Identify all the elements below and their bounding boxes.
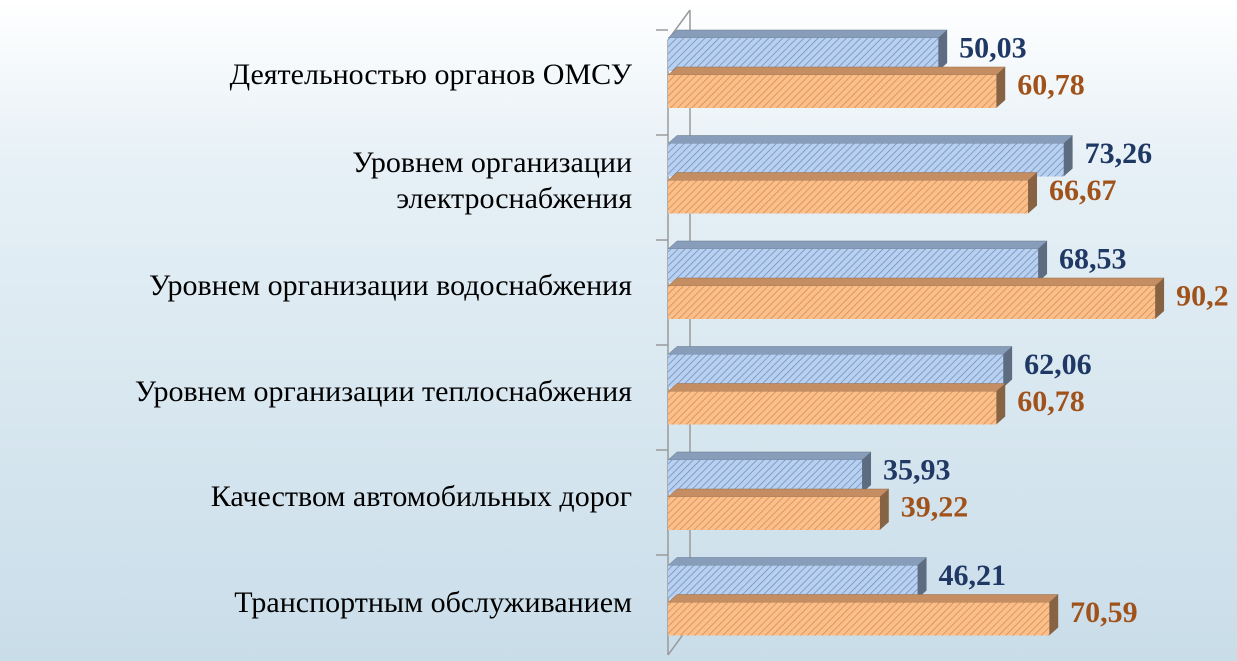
- bar: [667, 66, 1006, 108]
- bar-side: [862, 452, 872, 493]
- category-label: Уровнем организации водоснабжения: [148, 269, 632, 302]
- bar-front: [668, 286, 1156, 319]
- bar-front: [668, 565, 918, 599]
- bar-side: [1038, 241, 1048, 282]
- bar-side: [1155, 278, 1165, 319]
- bar-top: [667, 66, 1006, 76]
- bar-side: [996, 383, 1006, 425]
- bar: [667, 240, 1048, 282]
- bar-top: [667, 29, 948, 39]
- bar-top: [667, 135, 1074, 144]
- category-label: Уровнем организации электроснабжения: [352, 145, 632, 215]
- bar-top: [667, 277, 1165, 287]
- bar: [667, 277, 1165, 319]
- bar-front: [668, 602, 1050, 636]
- data-label: 68,53: [1059, 242, 1127, 275]
- category-label: Деятельностью органов ОМСУ: [229, 58, 632, 91]
- data-label: 39,22: [901, 490, 969, 523]
- bar-front: [668, 391, 997, 425]
- bar-front: [668, 354, 1004, 388]
- bar: [667, 594, 1059, 636]
- data-label: 90,2: [1176, 279, 1229, 312]
- bar-front: [668, 180, 1029, 214]
- data-label: 50,03: [959, 31, 1027, 64]
- bar-side: [879, 489, 889, 530]
- bar-top: [667, 557, 928, 566]
- data-label: 66,67: [1049, 174, 1117, 207]
- category-label: Уровнем организации теплоснабжения: [134, 374, 632, 408]
- data-label: 35,93: [883, 453, 951, 486]
- bar: [667, 29, 948, 71]
- bar-side: [1049, 594, 1059, 636]
- bar-front: [668, 38, 939, 71]
- bar-front: [668, 75, 997, 108]
- bar: [667, 172, 1038, 214]
- category-label: Качеством автомобильных дорог: [210, 480, 632, 513]
- bar-top: [667, 383, 1006, 392]
- bar-top: [667, 240, 1048, 250]
- bar-front: [668, 143, 1064, 177]
- bar-side: [917, 557, 927, 599]
- bar-top: [667, 172, 1038, 181]
- data-label: 46,21: [939, 559, 1007, 592]
- data-label: 62,06: [1024, 348, 1092, 381]
- bar-side: [996, 67, 1006, 108]
- bar: [667, 135, 1074, 177]
- bar-front: [668, 249, 1039, 282]
- data-label: 60,78: [1017, 68, 1084, 101]
- bar: [667, 346, 1013, 388]
- data-label: 70,59: [1070, 596, 1138, 629]
- bar-side: [938, 30, 948, 71]
- bar-side: [1028, 172, 1038, 214]
- bar-front: [668, 497, 880, 530]
- bar-top: [667, 594, 1059, 603]
- bar-front: [668, 460, 863, 493]
- bar: [667, 451, 872, 493]
- data-label: 73,26: [1085, 137, 1153, 170]
- bar: [667, 488, 890, 530]
- bar: [667, 557, 928, 599]
- category-label: Транспортным обслуживанием: [234, 585, 632, 619]
- bar-top: [667, 488, 890, 498]
- data-label: 60,78: [1017, 385, 1084, 418]
- bar-side: [1063, 135, 1073, 177]
- bar-top: [667, 346, 1013, 355]
- bar: [667, 383, 1006, 425]
- bar-side: [1003, 346, 1013, 388]
- bar-top: [667, 451, 872, 461]
